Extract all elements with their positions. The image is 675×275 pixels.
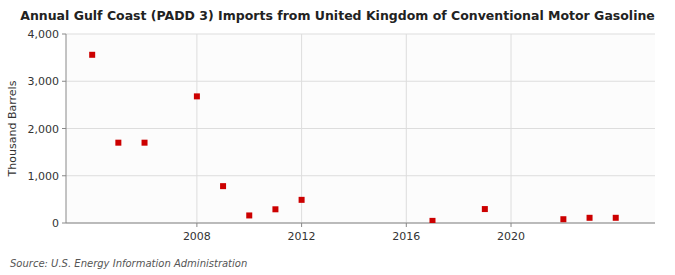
x-tick [301,223,302,227]
point [142,140,148,146]
x-grid-line [406,34,407,223]
x-tick-label: 2016 [392,230,420,243]
x-tick [406,223,407,227]
chart: 0 1,000 2,000 3,000 4,000 2008 2012 2016 2020 Tho… [0,0,675,275]
title: Annual Gulf Coast (PADD 3) Imports from … [20,8,655,23]
source-note: Source: U.S. Energy Information Administ… [10,258,247,269]
marks [89,52,619,223]
point [220,183,226,189]
point [115,140,121,146]
y-axis-label: Thousand Barrels [6,80,19,177]
y-tick-label: 4,000 [28,28,60,41]
x-tick-label: 2020 [497,230,525,243]
point [482,206,488,212]
y-tick-label: 1,000 [28,170,60,183]
point [272,206,278,212]
plot-area [66,34,655,223]
y-tick [62,34,66,35]
point [587,215,593,221]
point [299,197,305,203]
y-grid-line [66,81,655,82]
y-tick-label: 3,000 [28,75,60,88]
y-grid-line [66,175,655,176]
point [246,212,252,218]
point [194,93,200,99]
y-grid-line [66,34,655,35]
x-grid-line [511,34,512,223]
x-tick-label: 2008 [183,230,211,243]
y-tick-label: 2,000 [28,123,60,136]
point [613,215,619,221]
point [429,218,435,223]
y-tick [62,81,66,82]
y-tick [62,128,66,129]
x-grid-line [196,34,197,223]
y-tick [62,223,66,224]
x-tick [196,223,197,227]
y-tick [62,175,66,176]
grid [66,34,655,223]
x-grid-line [301,34,302,223]
y-grid-line [66,223,655,224]
point [89,52,95,58]
y-tick-label: 0 [52,217,59,230]
point [560,216,566,222]
x-axis-line [66,223,655,224]
x-tick-label: 2012 [288,230,316,243]
y-grid-line [66,128,655,129]
x-tick [511,223,512,227]
